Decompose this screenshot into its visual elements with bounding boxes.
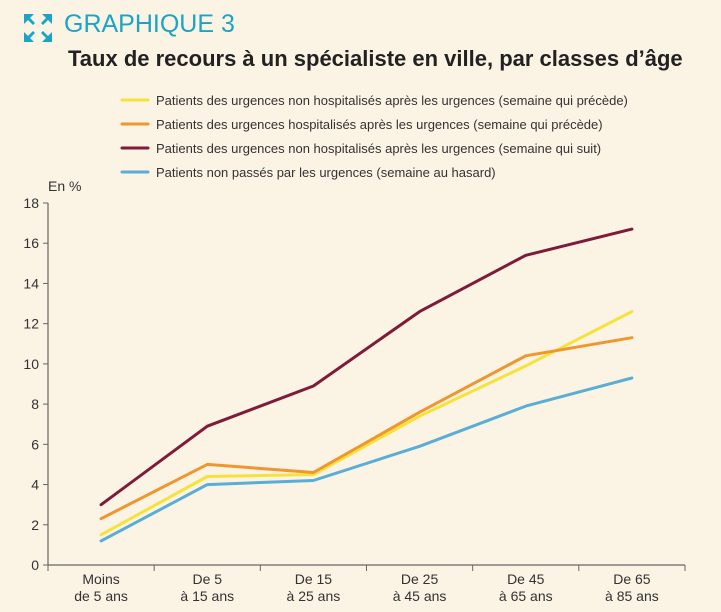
y-axis-unit-label: En % (48, 178, 81, 194)
x-tick-label: De 65 à 85 ans (605, 571, 659, 604)
legend: Patients des urgences non hospitalisés a… (120, 93, 628, 180)
y-tick-label: 18 (23, 195, 39, 211)
x-tick-label: De 25 à 45 ans (393, 571, 447, 604)
figure-label: GRAPHIQUE 3 (64, 10, 235, 38)
series-line-4 (99, 376, 634, 543)
y-tick-label: 14 (23, 275, 39, 291)
y-tick-label: 6 (31, 436, 39, 452)
x-tick-label: Moins de 5 ans (74, 571, 128, 604)
legend-label: Patients des urgences non hospitalisés a… (156, 93, 628, 108)
y-tick-label: 10 (23, 356, 39, 372)
x-tick-label: De 15 à 25 ans (287, 571, 341, 604)
y-tick-label: 12 (23, 316, 39, 332)
series-line-2 (99, 336, 634, 521)
series-lines (99, 227, 634, 543)
series-line-1 (99, 310, 634, 537)
chart-title: Taux de recours à un spécialiste en vill… (68, 46, 683, 71)
y-tick-label: 16 (23, 235, 39, 251)
series-line-3 (99, 227, 634, 507)
y-tick-label: 0 (31, 557, 39, 573)
legend-label: Patients des urgences non hospitalisés a… (156, 141, 601, 156)
y-axis-ticks: 0 2 4 6 8 10 12 14 16 18 (23, 195, 48, 573)
legend-label: Patients non passés par les urgences (se… (156, 165, 496, 180)
legend-label: Patients des urgences hospitalisés après… (156, 117, 603, 132)
y-tick-label: 8 (31, 396, 39, 412)
x-tick-label: De 45 à 65 ans (499, 571, 553, 604)
y-tick-label: 4 (31, 477, 39, 493)
expand-arrows-icon (24, 14, 52, 42)
y-tick-label: 2 (31, 517, 39, 533)
